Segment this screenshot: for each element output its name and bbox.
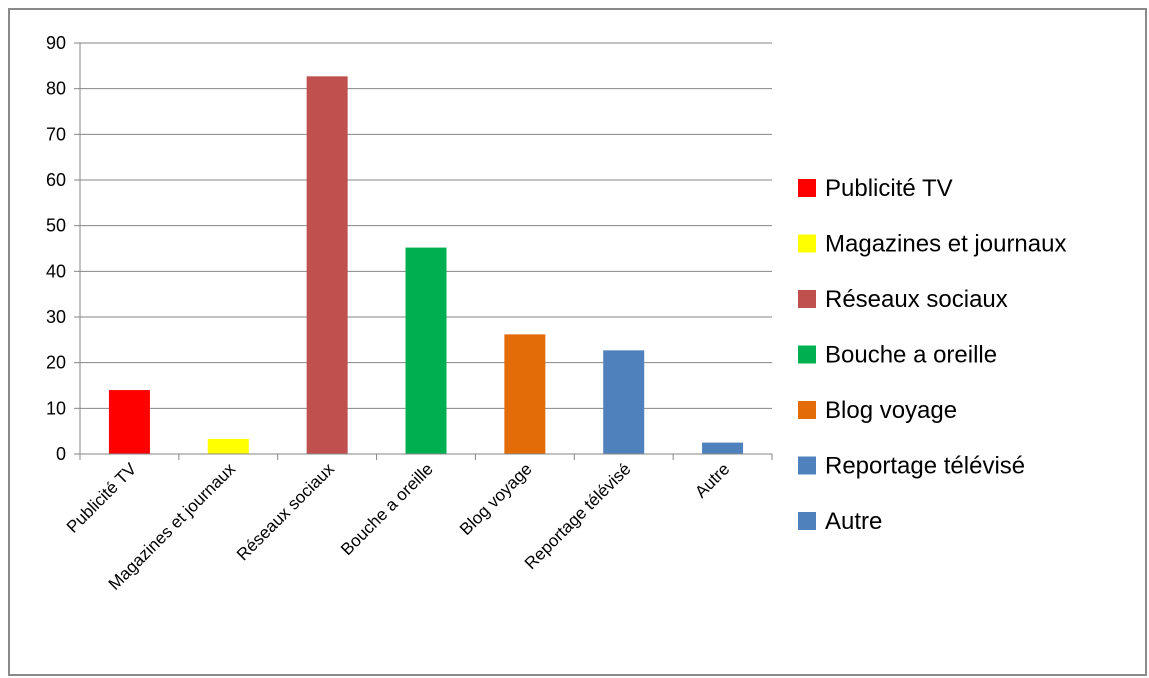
y-tick-label: 80 (46, 79, 66, 99)
x-category-label: Blog voyage (456, 459, 536, 539)
y-tick-label: 20 (46, 353, 66, 373)
legend-swatch (798, 512, 816, 530)
y-tick-label: 40 (46, 261, 66, 281)
y-tick-label: 10 (46, 398, 66, 418)
y-tick-label: 30 (46, 307, 66, 327)
x-category-label: Réseaux sociaux (233, 459, 338, 564)
legend-label: Publicité TV (825, 175, 953, 202)
y-axis: 0 10 20 30 40 50 60 70 80 90 (46, 33, 81, 464)
legend: Publicité TV Magazines et journaux Réseaux… (798, 175, 1066, 535)
bar (108, 390, 150, 454)
x-category-label: Reportage télévisé (521, 459, 635, 573)
x-category-label: Bouche a oreille (337, 459, 437, 559)
legend-swatch (798, 456, 816, 475)
legend-swatch (798, 179, 816, 197)
y-tick-label: 0 (56, 444, 66, 464)
y-tick-label: 70 (46, 124, 66, 144)
legend-label: Magazines et journaux (825, 231, 1066, 258)
bars (108, 76, 744, 454)
y-tick-label: 90 (46, 33, 66, 53)
legend-label: Blog voyage (825, 397, 957, 424)
legend-label: Autre (825, 508, 882, 535)
y-tick-label: 60 (46, 170, 66, 190)
legend-swatch (798, 234, 816, 253)
legend-label: Réseaux sociaux (825, 286, 1008, 313)
bar (405, 247, 447, 454)
x-category-label: Autre (691, 459, 733, 501)
bar (603, 350, 645, 454)
bar (207, 438, 249, 454)
legend-label: Reportage télévisé (825, 453, 1025, 480)
chart-frame (8, 8, 1147, 676)
x-category-label: Publicité TV (63, 459, 141, 537)
bar (702, 442, 744, 454)
legend-swatch (798, 290, 816, 308)
legend-swatch (798, 345, 816, 364)
legend-label: Bouche a oreille (825, 342, 997, 369)
bar (504, 334, 546, 454)
bar (306, 76, 348, 454)
y-tick-label: 50 (46, 216, 66, 236)
legend-swatch (798, 401, 816, 419)
